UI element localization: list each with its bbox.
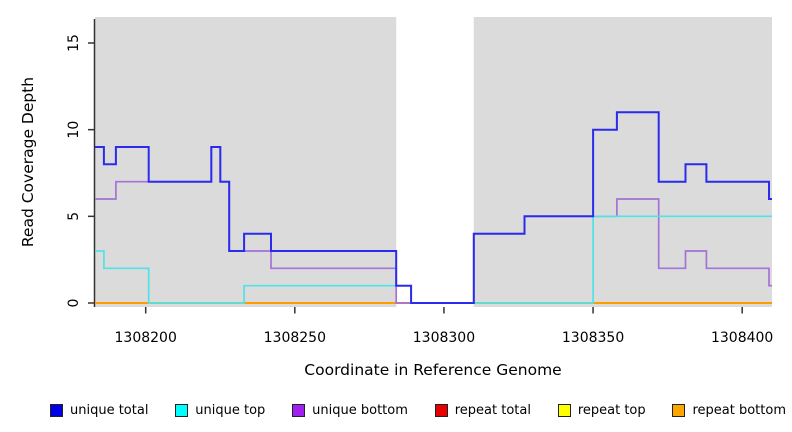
legend-label: repeat bottom xyxy=(692,402,786,418)
legend-swatch-repeat-bottom xyxy=(672,403,686,417)
legend-label: repeat total xyxy=(454,402,531,418)
legend-swatch-repeat-total xyxy=(434,403,448,417)
x-tick-label: 1308250 xyxy=(264,330,326,346)
legend-label: unique bottom xyxy=(312,402,408,418)
y-tick-label: 10 xyxy=(66,121,82,139)
x-tick-label: 1308400 xyxy=(711,330,773,346)
legend-label: unique top xyxy=(195,402,266,418)
legend-swatch-repeat-top xyxy=(557,403,571,417)
legend-item-repeat-top: repeat top xyxy=(557,402,646,418)
x-tick-label: 1308200 xyxy=(115,330,177,346)
legend-item-unique-total: unique total xyxy=(50,403,148,418)
x-axis-title: Coordinate in Reference Genome xyxy=(304,361,561,379)
legend-label: unique total xyxy=(70,402,149,418)
legend-item-repeat-total: repeat total xyxy=(434,402,531,418)
y-axis-title: Read Coverage Depth xyxy=(19,77,37,247)
legend-label: repeat top xyxy=(577,402,646,418)
legend-swatch-unique-top xyxy=(175,403,189,417)
x-tick-label: 1308300 xyxy=(413,330,475,346)
legend-item-unique-top: unique top xyxy=(175,403,265,418)
y-tick-label: 0 xyxy=(66,299,82,308)
series-line-unique-total xyxy=(95,111,772,304)
y-tick-label: 15 xyxy=(66,34,82,52)
series-line-unique-top xyxy=(95,215,772,304)
x-tick-label: 1308350 xyxy=(562,330,624,346)
legend-swatch-unique-total xyxy=(50,403,63,417)
chart-legend: unique total unique top unique bottom re… xyxy=(50,399,786,421)
legend-swatch-unique-bottom xyxy=(292,403,306,417)
legend-item-unique-bottom: unique bottom xyxy=(292,403,408,418)
legend-item-repeat-bottom: repeat bottom xyxy=(672,403,786,418)
y-tick-label: 5 xyxy=(66,212,82,221)
missing-data-region xyxy=(396,17,474,307)
